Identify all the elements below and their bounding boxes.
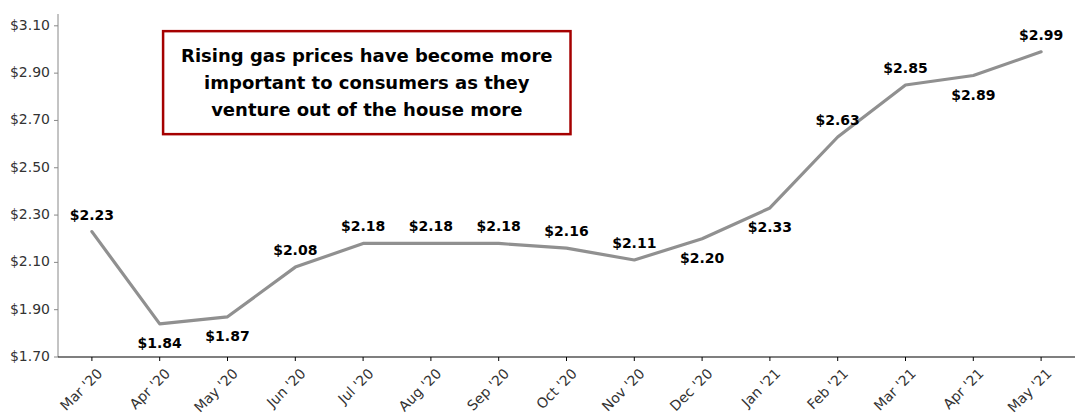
y-tick-label: $2.10 bbox=[10, 253, 50, 269]
x-tick-label: Feb '21 bbox=[804, 365, 851, 412]
y-tick-label: $1.90 bbox=[10, 301, 50, 317]
x-tick bbox=[227, 357, 228, 361]
data-label: $2.63 bbox=[816, 112, 860, 128]
y-tick-label: $2.30 bbox=[10, 206, 50, 222]
y-tick bbox=[54, 73, 58, 74]
chart-svg: $1.70 $1.90 $2.10 $2.30 $2.50 $2.70 $2.90 $3.10… bbox=[0, 0, 1091, 419]
y-tick-label: $2.70 bbox=[10, 111, 50, 127]
x-tick bbox=[769, 357, 770, 361]
x-tick bbox=[159, 357, 160, 361]
x-tick bbox=[566, 357, 567, 361]
data-label: $2.33 bbox=[748, 219, 792, 235]
x-tick bbox=[430, 357, 431, 361]
x-tick-label: Apr '21 bbox=[940, 365, 987, 412]
x-tick-label: Jan '21 bbox=[738, 365, 784, 411]
annotation-line: venture out of the house more bbox=[211, 99, 522, 120]
data-label: $2.85 bbox=[883, 60, 927, 76]
y-tick-label: $3.10 bbox=[10, 17, 50, 33]
data-label: $2.18 bbox=[477, 218, 521, 234]
y-tick bbox=[54, 25, 58, 26]
x-tick bbox=[498, 357, 499, 361]
data-label: $2.18 bbox=[409, 218, 453, 234]
data-label: $2.89 bbox=[951, 87, 995, 103]
x-tick bbox=[1041, 357, 1042, 361]
x-axis: Mar '20 Apr '20 May '20 Jun '20 Jul '20 Aug '… bbox=[57, 357, 1075, 415]
x-tick-label: May '21 bbox=[1004, 365, 1054, 415]
x-tick-label: Sep '20 bbox=[464, 365, 512, 413]
x-tick-label: Apr '20 bbox=[126, 365, 173, 412]
annotation-line: important to consumers as they bbox=[204, 72, 530, 93]
x-tick-label: Dec '20 bbox=[667, 365, 716, 414]
annotation-text: Rising gas prices have become more import… bbox=[181, 45, 552, 120]
data-label: $2.16 bbox=[544, 223, 588, 239]
y-tick-label: $2.50 bbox=[10, 159, 50, 175]
y-tick bbox=[54, 309, 58, 310]
x-tick bbox=[363, 357, 364, 361]
data-label: $2.11 bbox=[612, 235, 656, 251]
data-label: $2.99 bbox=[1019, 27, 1063, 43]
data-label: $1.87 bbox=[205, 328, 249, 344]
x-tick-label: Nov '20 bbox=[599, 365, 648, 414]
data-label: $2.18 bbox=[341, 218, 385, 234]
annotation: Rising gas prices have become more import… bbox=[163, 31, 570, 134]
annotation-box bbox=[163, 31, 570, 134]
y-axis-line bbox=[58, 14, 59, 357]
y-axis: $1.70 $1.90 $2.10 $2.30 $2.50 $2.70 $2.90 $3.10 bbox=[10, 14, 58, 364]
x-tick-label: Oct '20 bbox=[533, 365, 580, 412]
x-tick bbox=[837, 357, 838, 361]
y-tick bbox=[54, 357, 58, 358]
data-label: $2.23 bbox=[70, 207, 114, 223]
data-label: $2.20 bbox=[680, 250, 725, 266]
y-tick bbox=[54, 262, 58, 263]
annotation-line: Rising gas prices have become more bbox=[181, 45, 552, 66]
x-tick-label: Mar '20 bbox=[57, 365, 105, 413]
x-tick bbox=[295, 357, 296, 361]
x-tick-label: Jun '20 bbox=[263, 365, 309, 411]
x-tick bbox=[973, 357, 974, 361]
data-labels: $2.23 $1.84 $1.87 $2.08 $2.18 $2.18 $2.18 $2.16… bbox=[70, 27, 1063, 351]
y-tick bbox=[54, 215, 58, 216]
x-tick-label: Jul '20 bbox=[334, 365, 376, 407]
x-tick bbox=[702, 357, 703, 361]
x-tick bbox=[634, 357, 635, 361]
data-label: $2.08 bbox=[273, 242, 317, 258]
x-tick-label: May '20 bbox=[191, 365, 241, 415]
y-tick bbox=[54, 120, 58, 121]
x-tick-label: Mar '21 bbox=[871, 365, 919, 413]
y-tick bbox=[54, 167, 58, 168]
data-label: $1.84 bbox=[138, 335, 183, 351]
chart-container: $1.70 $1.90 $2.10 $2.30 $2.50 $2.70 $2.90 $3.10… bbox=[0, 0, 1091, 419]
x-tick bbox=[91, 357, 92, 361]
x-tick bbox=[905, 357, 906, 361]
y-tick-label: $1.70 bbox=[10, 348, 50, 364]
x-tick-label: Aug '20 bbox=[395, 365, 444, 414]
y-tick-label: $2.90 bbox=[10, 64, 50, 80]
